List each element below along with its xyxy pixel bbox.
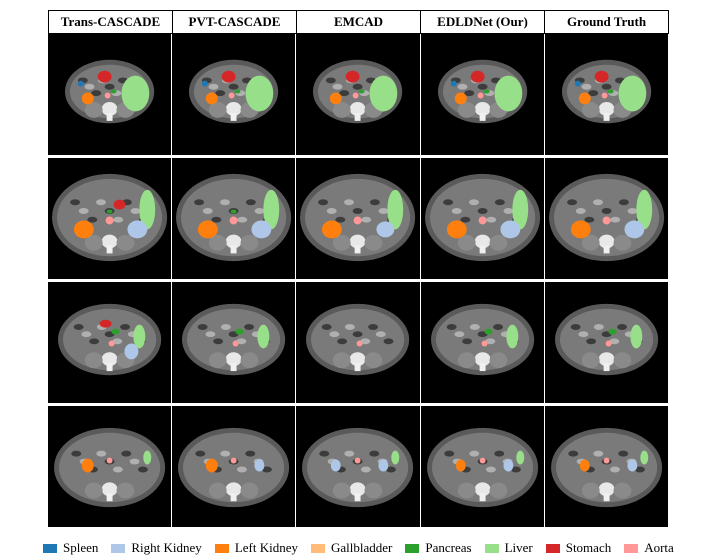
ct-slice-image <box>48 158 173 280</box>
legend-item: Right Kidney <box>111 540 202 556</box>
ct-slice-image <box>172 282 297 404</box>
legend-label: Right Kidney <box>131 540 202 555</box>
image-row <box>48 34 669 158</box>
ct-slice-image <box>172 406 297 528</box>
ct-slice-image <box>296 406 421 528</box>
ct-slice-image <box>48 282 173 404</box>
ct-slice-image <box>296 34 421 156</box>
organ-legend: Spleen Right Kidney Left Kidney Gallbladder… <box>43 539 687 557</box>
legend-item: Gallbladder <box>310 540 393 556</box>
ct-slice-image <box>420 406 545 528</box>
legend-item: Stomach <box>545 540 612 556</box>
legend-label: Spleen <box>63 540 99 555</box>
ct-slice-image <box>544 158 669 280</box>
column-header-pvt-cascade: PVT-CASCADE <box>173 11 297 33</box>
column-header-ground-truth: Ground Truth <box>566 14 647 29</box>
legend-item: Aorta <box>624 540 674 556</box>
ct-slice-image <box>48 34 173 156</box>
column-header-trans-cascade: Trans-CASCADE <box>49 11 173 33</box>
legend-label: Pancreas <box>425 540 472 555</box>
ct-image-grid <box>48 34 669 530</box>
ct-slice-image <box>48 406 173 528</box>
ct-slice-image <box>544 406 669 528</box>
legend-label: Left Kidney <box>234 540 298 555</box>
legend-swatch <box>214 543 229 553</box>
legend-label: Gallbladder <box>330 540 393 555</box>
ct-slice-image <box>544 34 669 156</box>
image-row <box>48 158 669 282</box>
ct-slice-image <box>172 34 297 156</box>
legend-item: Left Kidney <box>214 540 298 556</box>
legend-label: Stomach <box>565 540 612 555</box>
ct-slice-image <box>296 158 421 280</box>
legend-label: Liver <box>504 540 533 555</box>
legend-swatch <box>43 543 57 553</box>
ct-slice-image <box>420 34 545 156</box>
legend-swatch <box>405 543 420 553</box>
legend-item: Spleen <box>43 540 98 556</box>
legend-item: Pancreas <box>405 540 472 556</box>
legend-swatch <box>310 543 325 553</box>
legend-swatch <box>624 543 639 553</box>
legend-item: Liver <box>484 540 533 556</box>
image-row <box>48 282 669 406</box>
ct-slice-image <box>420 282 545 404</box>
ct-slice-image <box>296 282 421 404</box>
legend-swatch <box>111 543 126 553</box>
legend-swatch <box>545 543 560 553</box>
ct-slice-image <box>544 282 669 404</box>
legend-label: Aorta <box>644 540 674 555</box>
legend-swatch <box>484 543 499 553</box>
column-header-edldnet: EDLDNet (Our) <box>421 11 545 33</box>
ct-slice-image <box>172 158 297 280</box>
ct-slice-image <box>420 158 545 280</box>
image-row <box>48 406 669 530</box>
segmentation-comparison-figure: Trans-CASCADE PVT-CASCADE EMCAD EDLDNet … <box>48 10 669 530</box>
column-header-emcad: EMCAD <box>297 11 421 33</box>
column-header-row: Trans-CASCADE PVT-CASCADE EMCAD EDLDNet … <box>48 10 669 34</box>
